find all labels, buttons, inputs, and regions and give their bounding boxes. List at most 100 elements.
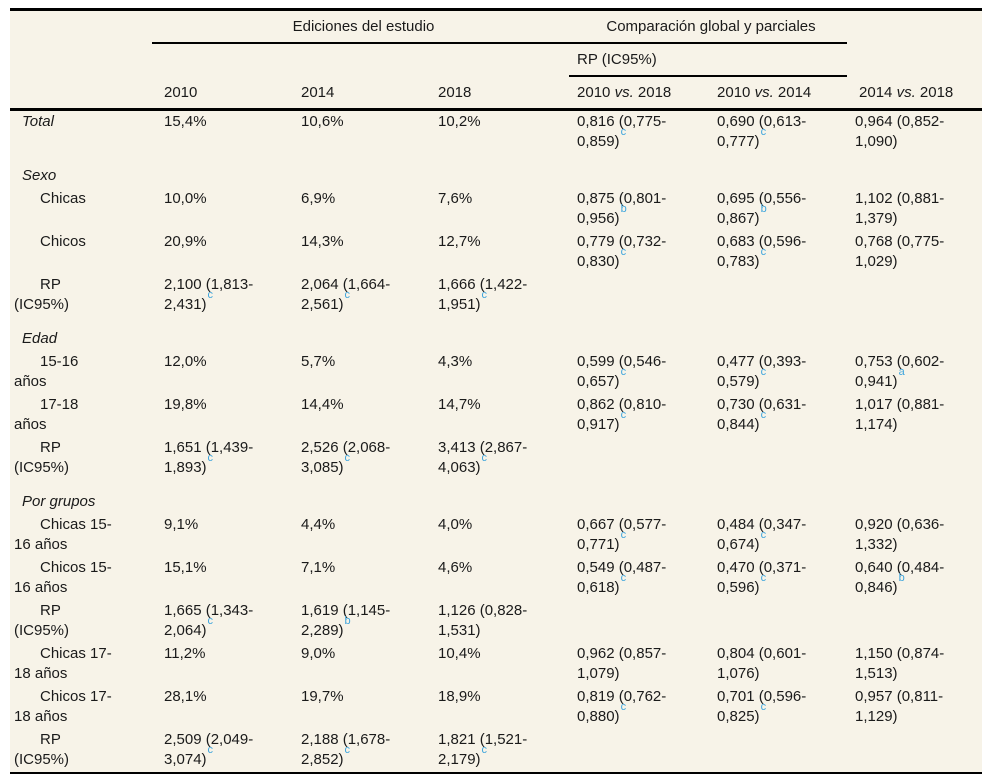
significance-superscript: b <box>344 615 351 627</box>
cell-value: 1,665 (1,343- 2,064)c <box>164 602 254 639</box>
significance-superscript: c <box>620 529 627 541</box>
cell-value: 1,619 (1,145- 2,289)b <box>301 602 391 639</box>
cell-value: 7,6% <box>438 190 473 207</box>
cell-value <box>152 317 289 351</box>
table-row: RP (IC95%) 1,665 (1,343- 2,064)c 1,619 (1,… <box>10 600 982 643</box>
cell-value <box>569 480 709 514</box>
significance-superscript: c <box>481 452 488 464</box>
significance-superscript: a <box>898 366 905 378</box>
cell-value: 14,3% <box>301 233 344 250</box>
cell-value: 0,667 (0,577- 0,771)c <box>577 516 667 553</box>
cell-value <box>289 480 426 514</box>
cell-value <box>569 154 709 188</box>
cell-value: 0,753 (0,602- 0,941)a <box>855 353 945 390</box>
row-label: RP (IC95%) <box>14 439 70 476</box>
row-label: RP (IC95%) <box>14 602 70 639</box>
header-spacer <box>847 43 982 76</box>
cell-value: 9,1% <box>164 516 199 533</box>
header-rp-ic95: RP (IC95%) <box>569 43 848 77</box>
cell-value: 15,1% <box>164 559 207 576</box>
cell-value: 1,150 (0,874- 1,513) <box>855 645 945 682</box>
table-row: Chicas 17- 18 años 11,2% 9,0% 10,4% 0,962 (0… <box>10 643 982 686</box>
significance-superscript: c <box>207 744 214 756</box>
cell-value: 0,768 (0,775- 1,029) <box>855 233 945 270</box>
cell-value: 7,1% <box>301 559 336 576</box>
cell-value: 0,962 (0,857- 1,079) <box>577 645 667 682</box>
table-row: Chicas 10,0% 6,9% 7,6% 0,875 (0,801- 0,956)b… <box>10 188 982 231</box>
cell-value <box>847 600 982 643</box>
table-row: Chicas 15- 16 años 9,1% 4,4% 4,0% 0,667 (0,5… <box>10 514 982 557</box>
table-row: RP (IC95%) 2,100 (1,813- 2,431)c 2,064 (1,… <box>10 274 982 317</box>
significance-superscript: c <box>481 289 488 301</box>
cell-value: 9,0% <box>301 645 336 662</box>
header-group-editions: Ediciones del estudio <box>152 9 570 44</box>
cell-value: 19,7% <box>301 688 344 705</box>
row-label: Chicas 17- 18 años <box>14 645 112 682</box>
cell-value: 2,509 (2,049- 3,074)c <box>164 731 254 768</box>
cell-value: 1,666 (1,422- 1,951)c <box>438 276 528 313</box>
cell-value <box>709 317 847 351</box>
header-spacer <box>10 76 152 110</box>
table-header: Ediciones del estudio Comparación global… <box>10 9 983 110</box>
cell-value: 11,2% <box>164 645 206 662</box>
significance-superscript: c <box>344 452 351 464</box>
cell-value <box>847 154 982 188</box>
significance-superscript: c <box>207 289 214 301</box>
cell-value: 14,7% <box>438 396 481 413</box>
significance-superscript: b <box>760 203 767 215</box>
cell-value: 3,413 (2,867- 4,063)c <box>438 439 528 476</box>
row-label: Por grupos <box>22 493 96 510</box>
cell-value <box>569 729 709 773</box>
significance-superscript: c <box>760 572 767 584</box>
header-group-row: Ediciones del estudio Comparación global… <box>10 9 982 44</box>
significance-superscript: c <box>760 366 767 378</box>
cell-value: 0,477 (0,393- 0,579)c <box>717 353 807 390</box>
cell-value: 1,821 (1,521- 2,179)c <box>438 731 528 768</box>
cell-value: 1,651 (1,439- 1,893)c <box>164 439 254 476</box>
row-label: Chicas <box>40 190 86 207</box>
row-label: Sexo <box>22 167 57 184</box>
cell-value: 1,102 (0,881- 1,379) <box>855 190 945 227</box>
row-label: 17-18 años <box>14 396 79 433</box>
row-label: Chicos 15- 16 años <box>14 559 112 596</box>
column-header-2010-vs-2018: 2010 vs. 2018 <box>577 84 672 101</box>
table-row: Chicos 20,9% 14,3% 12,7% 0,779 (0,732- 0,830… <box>10 231 982 274</box>
cell-value: 1,126 (0,828- 1,531) <box>438 602 528 639</box>
row-label: Total <box>22 113 54 130</box>
cell-value <box>709 154 847 188</box>
cell-value: 12,0% <box>164 353 207 370</box>
cell-value <box>847 729 982 773</box>
significance-superscript: b <box>898 572 905 584</box>
row-label: Chicos <box>40 233 86 250</box>
cell-value: 0,816 (0,775- 0,859)c <box>577 113 667 150</box>
cell-value: 5,7% <box>301 353 336 370</box>
cell-value: 2,100 (1,813- 2,431)c <box>164 276 254 313</box>
cell-value: 15,4% <box>164 113 207 130</box>
cell-value: 0,862 (0,810- 0,917)c <box>577 396 667 433</box>
cell-value: 10,4% <box>438 645 481 662</box>
cell-value: 10,2% <box>438 113 481 130</box>
table-row: Chicos 15- 16 años 15,1% 7,1% 4,6% 0,549 (0,… <box>10 557 982 600</box>
column-header-2018: 2018 <box>438 83 472 101</box>
cell-value <box>426 480 569 514</box>
cell-value: 18,9% <box>438 688 481 705</box>
cell-value: 4,6% <box>438 559 473 576</box>
cell-value: 2,188 (1,678- 2,852)c <box>301 731 391 768</box>
cell-value: 0,470 (0,371- 0,596)c <box>717 559 807 596</box>
cell-value: 28,1% <box>164 688 207 705</box>
cell-value <box>709 274 847 317</box>
table-row: Chicos 17- 18 años 28,1% 19,7% 18,9% 0,819 (… <box>10 686 982 729</box>
cell-value: 0,549 (0,487- 0,618)c <box>577 559 667 596</box>
significance-superscript: c <box>620 701 627 713</box>
cell-value: 0,957 (0,811- 1,129) <box>855 688 944 725</box>
table-row: Total 15,4% 10,6% 10,2% 0,816 (0,775- 0,859)… <box>10 110 982 155</box>
significance-superscript: b <box>620 203 627 215</box>
cell-value: 0,730 (0,631- 0,844)c <box>717 396 807 433</box>
cell-value <box>847 480 982 514</box>
cell-value <box>569 600 709 643</box>
cell-value <box>289 317 426 351</box>
cell-value <box>709 480 847 514</box>
cell-value: 0,819 (0,762- 0,880)c <box>577 688 667 725</box>
cell-value: 6,9% <box>301 190 336 207</box>
cell-value <box>847 437 982 480</box>
